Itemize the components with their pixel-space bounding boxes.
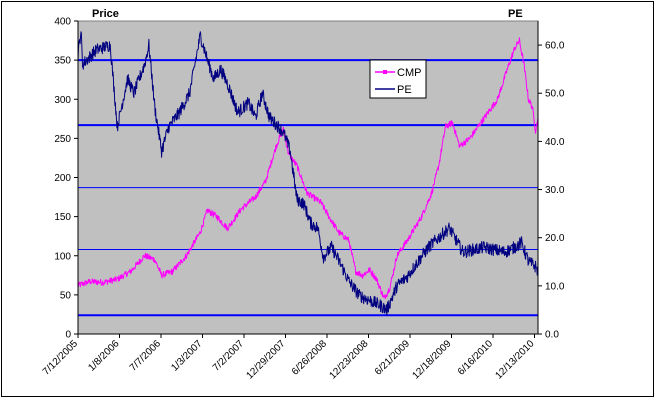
y-right-tick-label: 0.0 [545,330,559,341]
x-tick-label: 12/13/2010 [493,338,536,381]
legend-marker-cmp [383,70,387,74]
y-left-tick-label: 200 [54,173,71,184]
y-left-tick-label: 350 [54,56,71,67]
y-left-tick-label: 250 [54,134,71,145]
y-right-tick-label: 10.0 [545,281,565,292]
x-tick-label: 1/8/2006 [86,338,122,374]
series-line-cmp [77,37,539,300]
y-left-tick-label: 300 [54,95,71,106]
x-tick-label: 7/12/2005 [41,338,81,378]
y-left-tick-label: 0 [65,330,71,341]
x-tick-label: 12/29/2007 [244,338,287,381]
x-tick-label: 12/23/2008 [327,338,370,381]
left-axis-title: Price [92,8,119,20]
y-left-tick-label: 100 [54,251,71,262]
y-left-tick-label: 150 [54,212,71,223]
legend-label-cmp: CMP [397,67,421,79]
x-tick-label: 7/7/2006 [128,338,164,374]
legend: CMP PE [369,59,427,99]
series-line-pe [77,31,539,316]
y-right-tick-label: 20.0 [545,233,565,244]
y-left-tick-label: 50 [60,290,72,301]
x-tick-label: 6/16/2010 [456,338,496,378]
legend-box [369,59,427,99]
x-tick-label: 6/26/2008 [290,338,330,378]
plot-area [77,20,539,335]
y-right-tick-label: 30.0 [545,185,565,196]
x-tick-label: 1/3/2007 [169,338,205,374]
y-right-tick-label: 40.0 [545,137,565,148]
y-left-tick-label: 400 [54,17,71,28]
x-tick-label: 6/21/2009 [373,338,413,378]
right-axis-title: PE [508,8,523,20]
legend-label-pe: PE [397,84,412,96]
y-right-tick-label: 50.0 [545,89,565,100]
x-tick-label: 7/2/2007 [211,338,247,374]
x-tick-label: 12/18/2009 [410,338,453,381]
y-right-tick-label: 60.0 [545,41,565,52]
